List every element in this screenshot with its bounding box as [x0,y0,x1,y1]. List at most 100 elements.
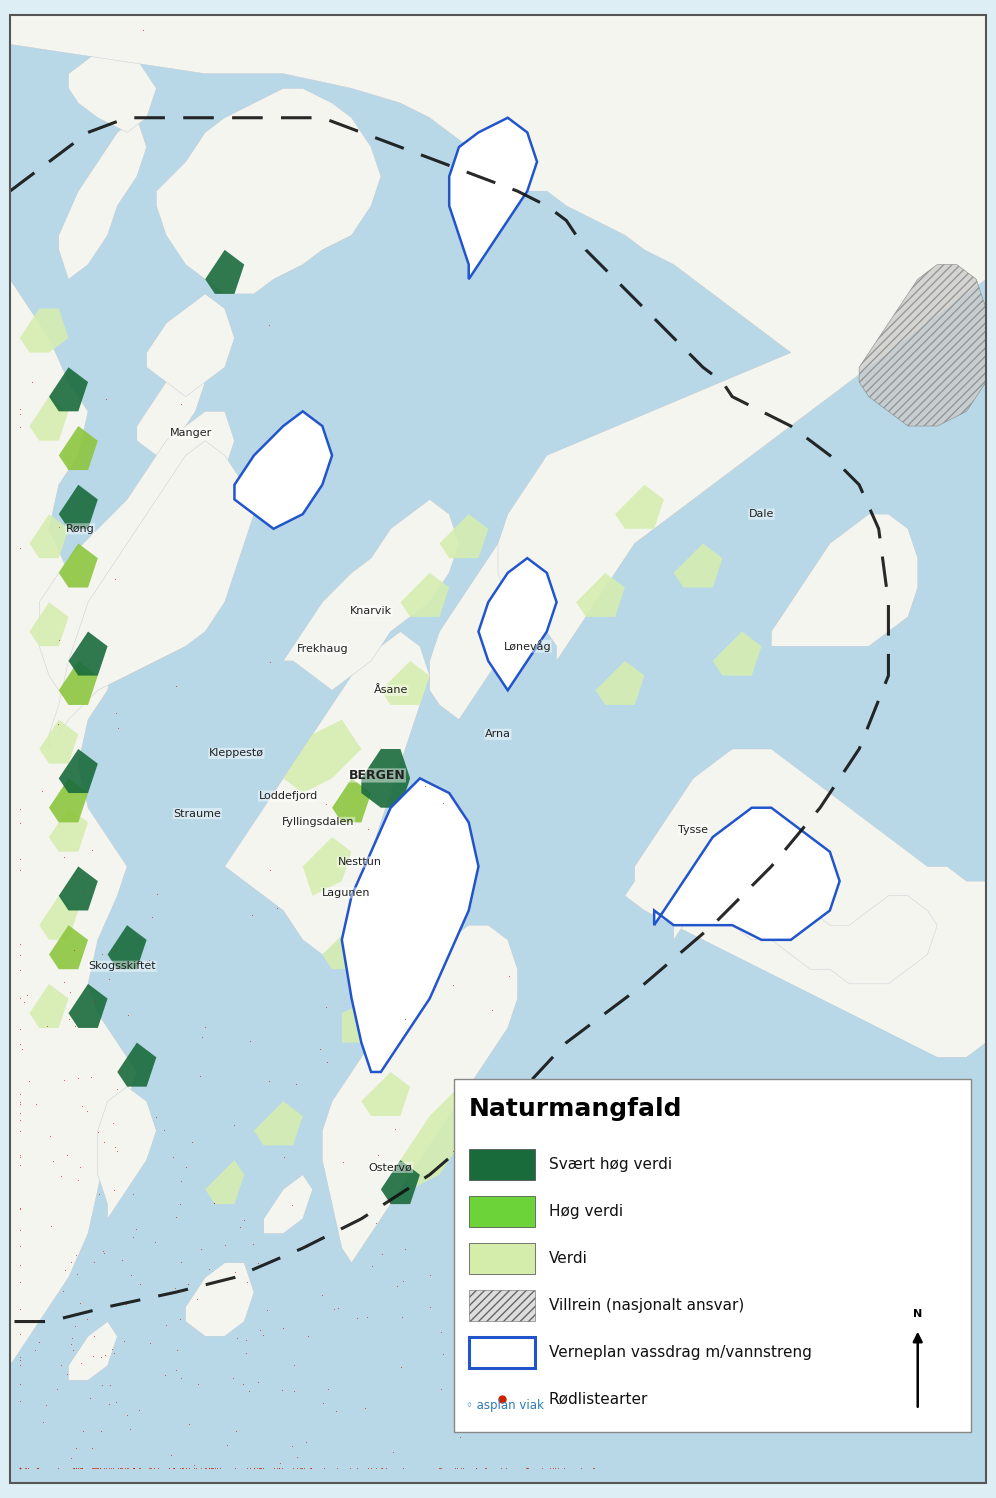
Bar [454,1079,971,1432]
Point [186,1456,202,1480]
Point [98,1344,114,1368]
Point [512,1132,528,1156]
Point [369,1456,384,1480]
Text: Skogsskiftet: Skogsskiftet [89,962,156,971]
Point [377,1456,393,1480]
Point [167,1276,183,1300]
Point [238,1341,254,1365]
Point [300,1236,316,1260]
Polygon shape [342,779,478,1073]
Point [140,1456,156,1480]
Point [458,1239,474,1263]
Polygon shape [59,661,98,706]
Point [246,1456,262,1480]
Point [181,1413,197,1437]
Point [12,1348,28,1372]
Point [274,1378,290,1402]
Point [95,1239,111,1263]
Point [389,1273,405,1297]
Point [12,1297,28,1321]
Polygon shape [323,926,372,969]
Point [63,1332,79,1356]
Point [12,1456,28,1480]
Polygon shape [576,572,624,617]
Point [178,1456,194,1480]
Point [97,1240,113,1264]
Point [99,1456,115,1480]
Polygon shape [205,1159,244,1204]
Point [12,1456,28,1480]
Point [12,415,28,439]
Point [316,1456,332,1480]
Point [303,1456,319,1480]
Point [374,1456,390,1480]
Point [548,1456,564,1480]
Point [53,1353,69,1377]
Point [12,1218,28,1242]
Point [118,1291,133,1315]
Point [445,1377,461,1401]
Point [50,712,66,736]
Point [12,1456,28,1480]
Point [70,1168,86,1192]
Point [110,1138,125,1162]
Point [466,1377,482,1401]
Point [431,1456,447,1480]
Point [147,1230,163,1254]
Point [597,1338,613,1362]
Point [434,791,450,815]
Point [110,1456,125,1480]
Point [174,1456,190,1480]
Point [12,1152,28,1176]
Point [201,1456,217,1480]
Polygon shape [98,1086,156,1219]
Point [106,1112,122,1135]
Point [91,1121,107,1144]
Text: Verdi: Verdi [549,1251,588,1266]
Point [84,1437,100,1461]
Point [12,1345,28,1369]
Point [192,1064,208,1088]
Point [326,1297,342,1321]
Polygon shape [449,118,537,279]
Point [12,1456,28,1480]
Point [65,1326,81,1350]
Point [91,1182,107,1206]
Point [132,1272,148,1296]
Point [12,1456,28,1480]
Text: Ostervø: Ostervø [369,1162,412,1173]
Point [447,1312,463,1336]
Point [469,1156,485,1180]
Point [12,797,28,821]
Point [12,1456,28,1480]
Point [116,1329,131,1353]
Point [125,1456,141,1480]
Polygon shape [69,632,108,676]
Point [108,566,124,590]
Point [481,1225,497,1249]
Point [269,896,285,920]
Point [142,1456,158,1480]
Point [68,1456,84,1480]
Point [373,1456,388,1480]
Point [385,1440,401,1464]
Point [69,1437,85,1461]
Point [591,1341,607,1365]
Point [217,1233,233,1257]
Polygon shape [362,749,410,807]
Text: ◦ asplan viak: ◦ asplan viak [466,1399,544,1411]
Polygon shape [39,896,79,939]
Point [117,1456,132,1480]
Point [51,515,67,539]
Point [89,1456,105,1480]
Point [12,858,28,882]
Point [50,1377,66,1401]
Polygon shape [49,440,254,749]
Polygon shape [380,1159,420,1204]
Point [236,1207,252,1231]
Polygon shape [49,367,88,412]
Point [251,1456,267,1480]
Point [12,810,28,834]
Point [394,1269,410,1293]
Point [66,938,82,962]
